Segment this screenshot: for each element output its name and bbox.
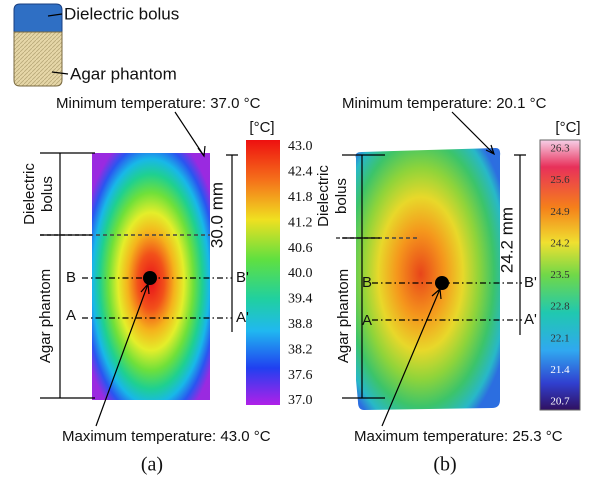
- bolus-icon: [13, 3, 63, 33]
- label-b: B: [362, 274, 372, 291]
- colorbar-tick-label: 24.2: [550, 237, 569, 249]
- colorbar-tick-label: 41.8: [288, 190, 313, 205]
- phantom-label: Agar phantom: [37, 269, 54, 363]
- colorbar-tick-label: 41.2: [288, 215, 313, 230]
- max-arrow: [381, 287, 442, 427]
- unit: [°C]: [249, 119, 274, 136]
- dimension: [40, 152, 95, 399]
- legend-phantom: Agar phantom: [70, 64, 177, 83]
- legend-pointer: [47, 13, 63, 17]
- depth: 30.0 mm: [207, 182, 226, 248]
- max-label: Maximum temperature: 43.0 °C: [62, 428, 271, 445]
- depth: 24.2 mm: [497, 207, 516, 273]
- min-label: Minimum temperature: 37.0 °C: [56, 95, 261, 112]
- legend-bolus: Dielectric bolus: [64, 4, 179, 23]
- max-arrow: [95, 282, 150, 427]
- colorbar-tick-label: 20.7: [550, 396, 570, 408]
- colorbar-tick-label: 23.5: [550, 269, 570, 281]
- caption: (b): [433, 454, 456, 476]
- bolus-label: bolus: [333, 178, 350, 214]
- colorbar-tick-label: 40.6: [288, 241, 313, 256]
- unit: [°C]: [555, 119, 580, 136]
- min-label: Minimum temperature: 20.1 °C: [342, 95, 547, 112]
- label-b-end: B': [236, 269, 249, 286]
- colorbar-tick-label: 26.3: [550, 143, 570, 155]
- colorbar: [246, 140, 280, 405]
- colorbar-tick-label: 38.8: [288, 317, 313, 332]
- colorbar-tick-label: 25.6: [550, 174, 570, 186]
- bolus-label: Dielectric: [315, 165, 332, 227]
- colorbar-tick-label: 38.2: [288, 342, 313, 357]
- max-point: [143, 271, 157, 285]
- depth-dimension: [226, 154, 238, 332]
- thermal-image: [355, 148, 501, 410]
- colorbar-tick-label: 24.9: [550, 206, 570, 218]
- depth-dimension: [514, 154, 526, 335]
- label-a: A: [66, 307, 76, 324]
- label-a-end: A': [524, 311, 537, 328]
- colorbar-tick-label: 21.4: [550, 364, 570, 376]
- label-a: A: [362, 312, 372, 329]
- colorbar-tick-label: 43.0: [288, 139, 313, 154]
- colorbar-tick-label: 42.4: [288, 165, 313, 180]
- bolus-label: Dielectric: [21, 163, 38, 225]
- phantom-icon: [13, 31, 63, 87]
- phantom-label: Agar phantom: [335, 269, 352, 363]
- max-point: [435, 276, 449, 290]
- colorbar-tick-label: 39.4: [288, 292, 313, 307]
- min-arrow: [451, 111, 496, 156]
- label-b: B: [66, 269, 76, 286]
- colorbar-tick-label: 37.6: [288, 368, 313, 383]
- min-arrow: [174, 111, 206, 158]
- legend-pointer: [51, 71, 69, 75]
- colorbar-tick-label: 22.1: [550, 332, 569, 344]
- label-b-end: B': [524, 274, 537, 291]
- max-label: Maximum temperature: 25.3 °C: [354, 428, 563, 445]
- bolus-label: bolus: [39, 176, 56, 212]
- caption: (a): [141, 454, 163, 476]
- colorbar-tick-label: 22.8: [550, 301, 570, 313]
- colorbar-tick-label: 40.0: [288, 266, 313, 281]
- colorbar-tick-label: 37.0: [288, 393, 313, 408]
- colorbar: [539, 139, 581, 411]
- dimension: [342, 154, 385, 399]
- label-a-end: A': [236, 309, 249, 326]
